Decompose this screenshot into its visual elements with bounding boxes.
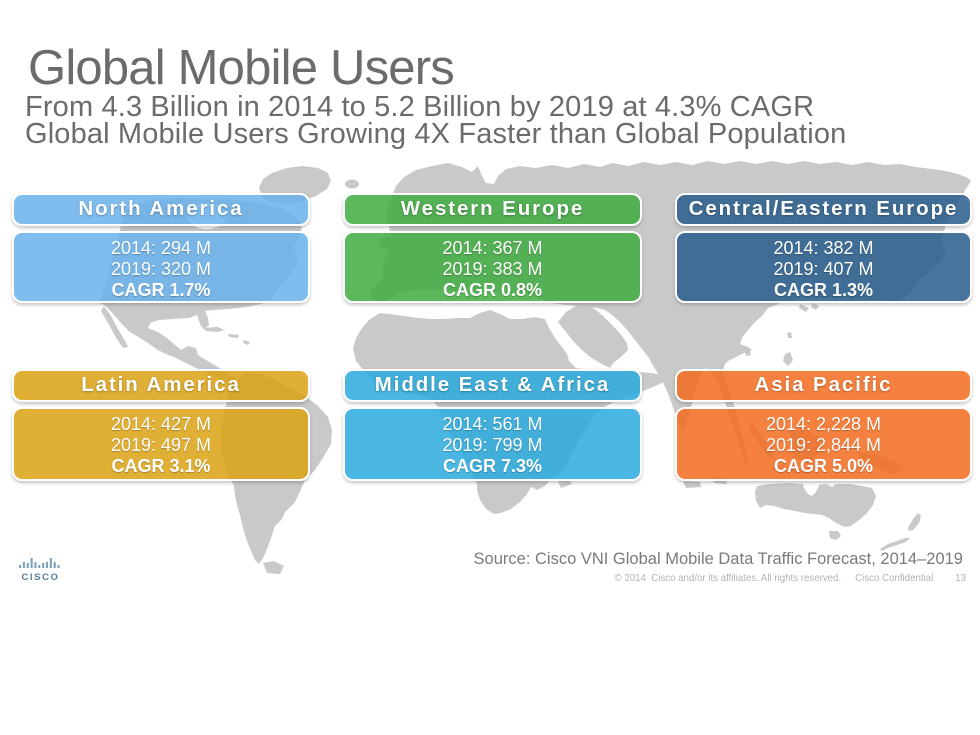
svg-text:CISCO: CISCO bbox=[21, 572, 59, 582]
